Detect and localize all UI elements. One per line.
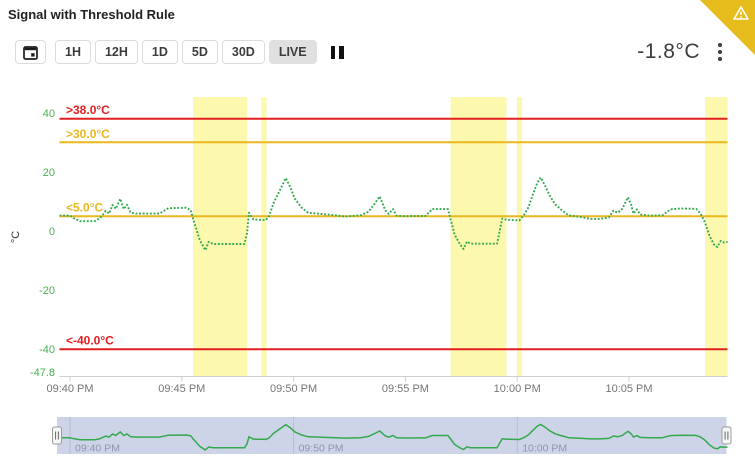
y-tick-label: 20 — [43, 167, 55, 179]
overview-scrubber[interactable]: 09:40 PM 09:50 PM 10:00 PM — [0, 412, 755, 459]
range-button-30d[interactable]: 30D — [221, 40, 265, 64]
current-value: -1.8°C — [637, 40, 700, 63]
toolbar: 1H 12H 1D 5D 30D LIVE -1.8°C — [15, 40, 730, 64]
y-tick-label: 0 — [49, 226, 55, 238]
signal-line — [59, 176, 728, 252]
x-tick-label: 10:00 PM — [494, 383, 541, 395]
threshold-label: <-40.0°C — [66, 334, 114, 348]
overview-time-label: 09:40 PM — [75, 443, 120, 455]
page-title: Signal with Threshold Rule — [8, 7, 175, 22]
threshold-label: >30.0°C — [66, 127, 110, 141]
y-tick-label: -20 — [39, 285, 55, 297]
warning-triangle-icon — [733, 6, 749, 20]
date-picker-button[interactable] — [15, 40, 46, 64]
pause-icon — [339, 45, 344, 59]
alert-band — [261, 97, 267, 377]
range-button-1h[interactable]: 1H — [55, 40, 91, 64]
range-button-12h[interactable]: 12H — [94, 40, 138, 64]
threshold-label: >38.0°C — [66, 103, 110, 117]
y-min-tick-label: -47.8 — [30, 367, 55, 379]
threshold-label: <5.0°C — [66, 201, 103, 215]
range-button-group: 1H 12H 1D 5D 30D LIVE — [55, 40, 321, 64]
calendar-icon — [23, 45, 38, 60]
x-tick-label: 09:55 PM — [382, 383, 429, 395]
x-tick-label: 09:40 PM — [46, 383, 93, 395]
x-tick-label: 09:50 PM — [270, 383, 317, 395]
pause-icon — [330, 45, 336, 59]
alert-band — [450, 97, 507, 377]
kebab-menu-icon[interactable] — [716, 39, 724, 65]
x-tick-label: 09:45 PM — [158, 383, 205, 395]
warning-corner-badge[interactable] — [700, 0, 755, 55]
range-button-5d[interactable]: 5D — [181, 40, 218, 64]
overview-signal-line — [59, 423, 728, 451]
alert-band — [517, 97, 522, 377]
y-tick-label: -40 — [39, 344, 55, 356]
y-axis-title: °C — [10, 231, 22, 243]
range-button-live[interactable]: LIVE — [268, 40, 317, 64]
x-tick-label: 10:05 PM — [605, 383, 652, 395]
alert-band — [705, 97, 728, 377]
overview-time-label: 10:00 PM — [522, 443, 567, 455]
main-chart[interactable]: 09:40 PM 09:45 PM 09:50 PM 09:55 PM 10:00 PM… — [0, 90, 755, 410]
pause-button[interactable] — [329, 45, 346, 59]
right-scrub-handle[interactable] — [721, 426, 732, 445]
overview-time-label: 09:50 PM — [299, 443, 344, 455]
left-scrub-handle[interactable] — [52, 426, 62, 445]
range-button-1d[interactable]: 1D — [141, 40, 178, 64]
alert-band — [193, 97, 248, 377]
y-tick-label: 40 — [43, 108, 55, 120]
